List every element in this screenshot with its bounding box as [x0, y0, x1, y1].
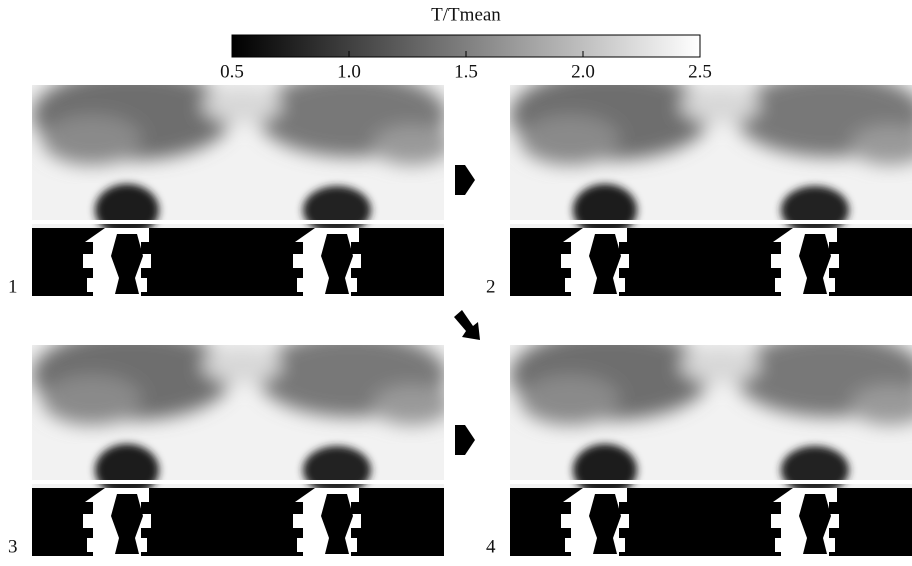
tick-label: 1.0 — [337, 61, 361, 82]
tick-label: 1.5 — [454, 61, 478, 82]
arrow — [455, 425, 475, 455]
arrow — [454, 310, 480, 340]
panel-label: 2 — [486, 276, 496, 297]
panel-image — [510, 330, 912, 561]
tick-label: 0.5 — [220, 61, 244, 82]
panel-label: 1 — [8, 276, 18, 297]
tick-label: 2.0 — [571, 61, 595, 82]
panel-label: 3 — [8, 536, 18, 557]
tick-label: 2.5 — [688, 61, 712, 82]
panel-image — [32, 330, 452, 561]
colorbar-title: T/Tmean — [431, 4, 501, 25]
panel-image — [510, 70, 912, 309]
arrow — [455, 165, 475, 195]
panel-image — [32, 70, 452, 309]
panel-label: 4 — [486, 536, 496, 557]
